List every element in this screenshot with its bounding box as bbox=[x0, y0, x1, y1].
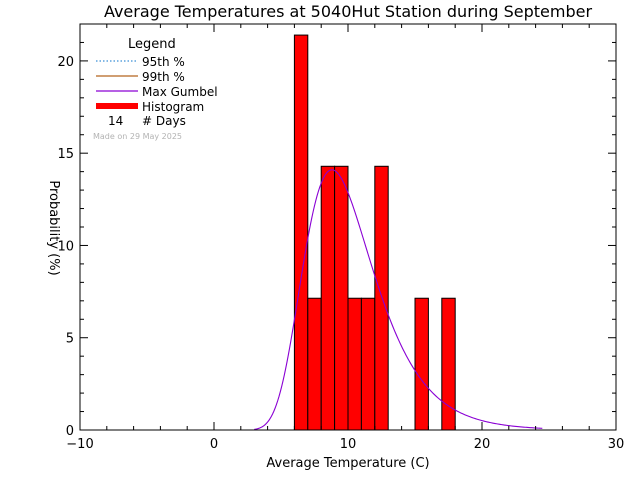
legend-label-99th: 99th % bbox=[142, 70, 185, 84]
legend-label-histogram: Histogram bbox=[142, 100, 204, 114]
legend-title: Legend bbox=[128, 37, 176, 52]
y-tick-label: 0 bbox=[66, 424, 74, 439]
legend-label-gumbel: Max Gumbel bbox=[142, 85, 218, 99]
histogram-bar-6 bbox=[374, 165, 389, 431]
histogram-bar-2 bbox=[320, 165, 336, 431]
x-tick-label: −10 bbox=[66, 437, 93, 452]
y-axis-label: Probability (%) bbox=[46, 180, 61, 275]
histogram-bar-5 bbox=[360, 297, 376, 431]
histogram-bar-3 bbox=[334, 165, 349, 431]
legend: Legend 95th % 99th % Max Gumbel Histogra… bbox=[93, 37, 218, 141]
x-tick-label: 20 bbox=[474, 437, 491, 452]
histogram-bar-8 bbox=[441, 297, 456, 431]
watermark: Made on 29 May 2025 bbox=[93, 132, 182, 141]
x-tick-label: 10 bbox=[340, 437, 357, 452]
y-tick-label: 10 bbox=[57, 239, 74, 254]
y-tick-label: 5 bbox=[66, 332, 74, 347]
x-tick-label: 30 bbox=[608, 437, 625, 452]
y-tick-label: 15 bbox=[57, 147, 74, 162]
x-axis-label: Average Temperature (C) bbox=[266, 456, 429, 471]
x-tick-label: 0 bbox=[210, 437, 218, 452]
legend-days-count: 14 bbox=[108, 114, 123, 128]
plot-area bbox=[254, 34, 543, 431]
histogram-bar-4 bbox=[347, 297, 362, 431]
histogram-bar-1 bbox=[307, 297, 322, 431]
legend-label-95th: 95th % bbox=[142, 55, 185, 69]
y-tick-label: 20 bbox=[57, 55, 74, 70]
chart-title: Average Temperatures at 5040Hut Station … bbox=[104, 2, 593, 21]
histogram-bar-7 bbox=[414, 297, 429, 431]
histogram-bar-0 bbox=[293, 34, 309, 431]
gumbel-curve bbox=[254, 169, 543, 430]
legend-days-label: # Days bbox=[142, 114, 186, 128]
